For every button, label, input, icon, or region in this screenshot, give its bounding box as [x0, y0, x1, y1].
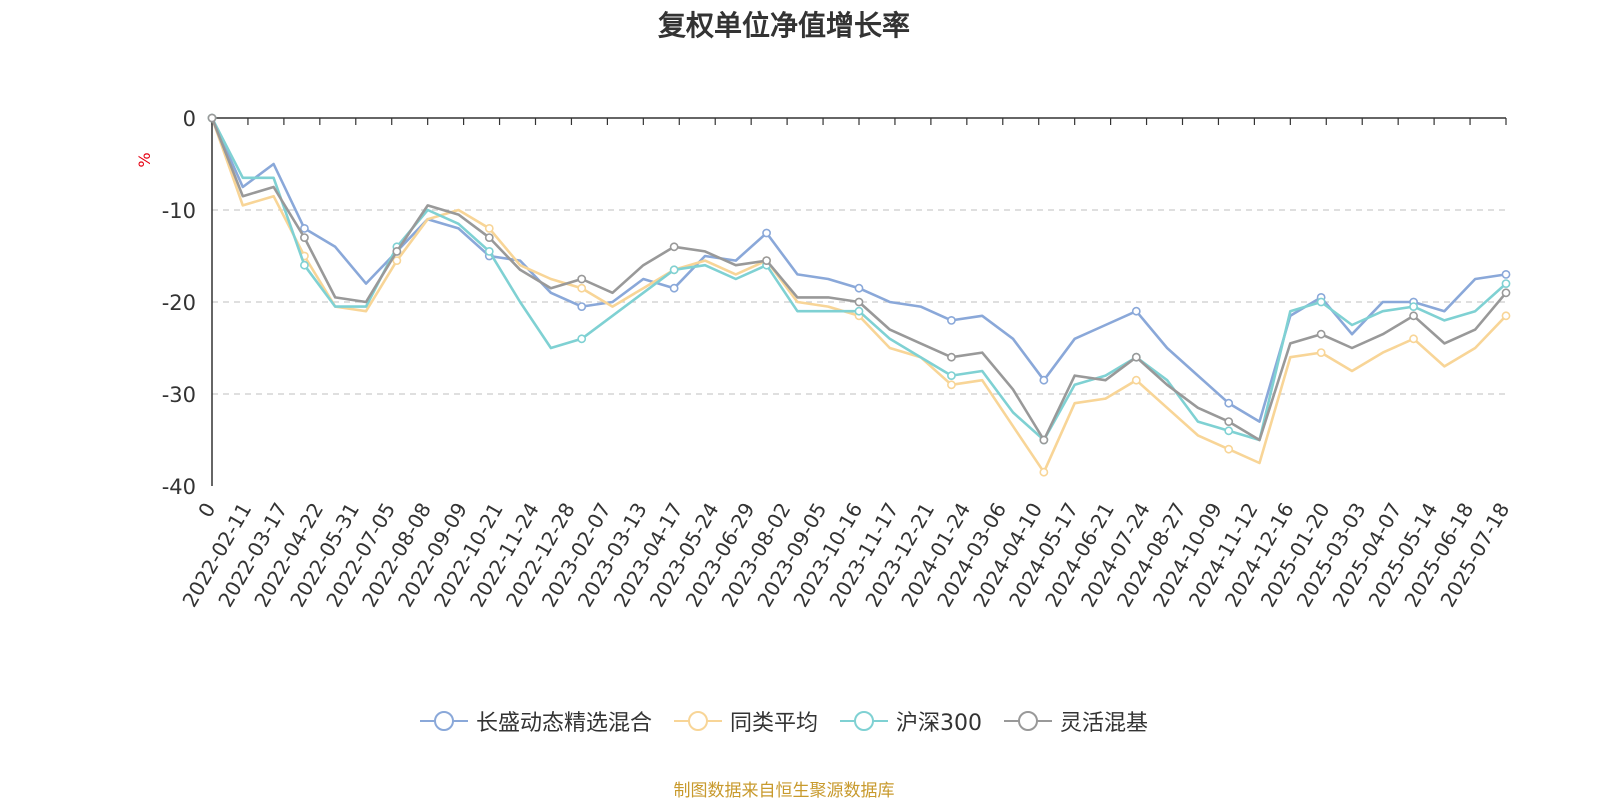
data-point[interactable] [1501, 288, 1511, 298]
data-point[interactable] [577, 283, 587, 293]
chart-title: 复权单位净值增长率 [657, 9, 910, 42]
source-note: 制图数据来自恒生聚源数据库 [673, 781, 895, 801]
data-point[interactable] [1131, 306, 1141, 316]
legend-swatch-icon [1004, 711, 1052, 731]
y-tick-label: -10 [162, 199, 196, 223]
data-point[interactable] [1501, 279, 1511, 288]
data-point[interactable] [762, 228, 771, 238]
legend-swatch-icon [673, 711, 722, 731]
y-axis-label: % [135, 152, 154, 167]
data-point[interactable] [1316, 348, 1326, 357]
series-line [210, 117, 1507, 474]
data-point[interactable] [300, 233, 309, 242]
data-point[interactable] [669, 265, 679, 275]
y-tick-label: -30 [162, 383, 196, 407]
data-point[interactable] [854, 306, 864, 316]
grid-lines [212, 209, 1506, 395]
data-point[interactable] [1224, 398, 1234, 408]
data-point[interactable] [1131, 352, 1141, 362]
data-point[interactable] [669, 283, 679, 293]
legend-item[interactable]: 同类平均 [673, 705, 818, 737]
data-point[interactable] [577, 334, 587, 344]
legend-label: 同类平均 [729, 711, 818, 736]
legend-label: 沪深300 [896, 711, 982, 736]
data-point[interactable] [947, 371, 956, 380]
data-point[interactable] [947, 315, 956, 325]
data-point[interactable] [392, 256, 402, 265]
legend: 长盛动态精选混合 同类平均 沪深300 灵活混基 [0, 705, 1568, 737]
legend-label: 灵活混基 [1060, 711, 1149, 736]
data-point[interactable] [577, 274, 587, 284]
data-point[interactable] [854, 297, 864, 307]
data-point[interactable] [1224, 426, 1234, 436]
data-point[interactable] [392, 246, 402, 256]
series-line [210, 117, 1507, 442]
series-line [210, 117, 1507, 442]
data-point[interactable] [1409, 334, 1418, 344]
series-lines [207, 113, 1511, 477]
data-point[interactable] [1501, 269, 1511, 279]
data-point[interactable] [207, 113, 217, 123]
data-point[interactable] [1131, 375, 1141, 385]
data-point[interactable] [1224, 444, 1234, 454]
data-point[interactable] [300, 260, 309, 270]
legend-swatch-icon [840, 711, 888, 731]
data-point[interactable] [484, 223, 494, 233]
data-point[interactable] [1316, 329, 1326, 339]
legend-item[interactable]: 沪深300 [840, 705, 982, 737]
data-point[interactable] [484, 233, 494, 242]
data-point[interactable] [669, 242, 679, 252]
legend-swatch-icon [419, 711, 468, 731]
data-point[interactable] [1039, 375, 1049, 385]
line-chart: 0 -10 -20 -30 -40 02022-02-112022-03-172022-… [135, 107, 1514, 611]
data-point[interactable] [762, 256, 771, 265]
legend-item[interactable]: 长盛动态精选混合 [419, 705, 652, 737]
data-point[interactable] [947, 352, 956, 362]
x-tick-label: 0 [193, 499, 220, 522]
data-point[interactable] [1409, 311, 1418, 321]
data-point[interactable] [300, 223, 309, 233]
y-tick-label: -20 [162, 291, 196, 315]
x-tick-labels: 02022-02-112022-03-172022-04-222022-05-3… [177, 498, 1514, 611]
y-tick-label: -40 [162, 475, 196, 499]
data-point[interactable] [1316, 297, 1326, 307]
axes: 0 -10 -20 -30 -40 [162, 107, 1507, 499]
data-point[interactable] [577, 302, 587, 311]
data-point[interactable] [1039, 467, 1049, 477]
data-point[interactable] [1039, 435, 1049, 445]
data-point[interactable] [484, 246, 494, 256]
series-line [210, 117, 1507, 423]
data-point[interactable] [854, 283, 864, 293]
data-point[interactable] [947, 380, 956, 390]
y-tick-label: 0 [183, 107, 196, 131]
data-point[interactable] [1224, 417, 1234, 426]
data-point[interactable] [1501, 311, 1511, 321]
legend-item[interactable]: 灵活混基 [1004, 705, 1148, 737]
legend-label: 长盛动态精选混合 [475, 711, 652, 736]
data-point[interactable] [1409, 302, 1418, 311]
